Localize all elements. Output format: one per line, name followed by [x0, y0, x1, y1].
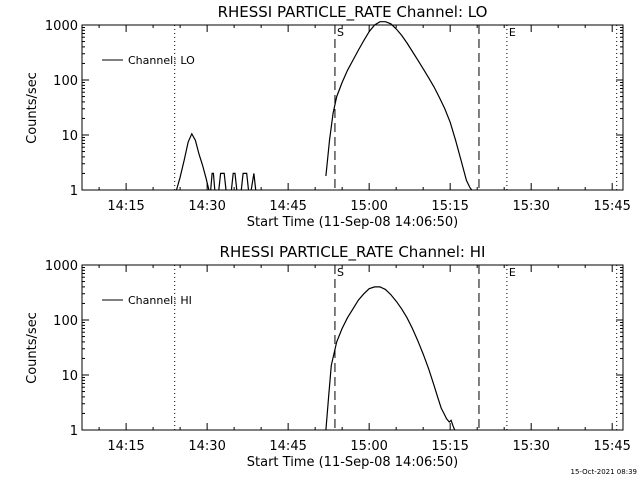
end-marker: E [509, 26, 516, 39]
start-marker: S [337, 266, 344, 279]
y-tick-label: 1 [70, 184, 78, 199]
series-line [250, 173, 257, 191]
x-axis-label: Start Time (11-Sep-08 14:06:50) [247, 455, 458, 470]
plot-frame [81, 24, 624, 191]
y-tick-label: 100 [53, 314, 78, 329]
y-tick-label: 1 [70, 424, 78, 439]
x-tick-label: 15:15 [431, 439, 468, 454]
y-axis-label: Counts/sec [25, 72, 40, 144]
legend-label: Channel: HI [128, 294, 192, 307]
panel-lo: RHESSI PARTICLE_RATE Channel: LO 14:15 14:… [25, 3, 631, 230]
y-tick-label: 100 [53, 74, 78, 89]
chart-title: RHESSI PARTICLE_RATE Channel: HI [220, 243, 486, 262]
y-tick-label: 1000 [45, 259, 78, 274]
x-axis-label: Start Time (11-Sep-08 14:06:50) [247, 215, 458, 230]
x-tick-label: 15:30 [512, 439, 549, 454]
series-line [325, 21, 473, 191]
series-line [175, 132, 210, 191]
legend-label: Channel: LO [128, 54, 195, 67]
footer-timestamp: 15-Oct-2021 08:39 [571, 468, 637, 476]
plot-frame [81, 264, 624, 431]
x-tick-label: 15:45 [593, 199, 630, 214]
x-tick-label: 15:45 [593, 439, 630, 454]
y-tick-label: 10 [61, 129, 78, 144]
series-line [210, 172, 216, 191]
series-line [218, 172, 227, 191]
y-tick-label: 10 [61, 369, 78, 384]
x-tick-label: 15:00 [350, 439, 387, 454]
x-tick-label: 15:30 [512, 199, 549, 214]
start-marker: S [337, 26, 344, 39]
y-axis-label: Counts/sec [25, 312, 40, 384]
series-line [230, 172, 238, 191]
panel-hi: RHESSI PARTICLE_RATE Channel: HI 14:15 14:… [25, 243, 631, 470]
x-tick-label: 15:15 [431, 199, 468, 214]
x-tick-label: 15:00 [350, 199, 387, 214]
x-tick-label: 14:15 [107, 199, 144, 214]
x-tick-label: 14:15 [107, 439, 144, 454]
y-tick-label: 1000 [45, 19, 78, 34]
end-marker: E [509, 266, 516, 279]
x-tick-label: 14:30 [188, 439, 225, 454]
series-line [325, 286, 456, 431]
chart-title: RHESSI PARTICLE_RATE Channel: LO [218, 3, 488, 22]
series-line [240, 172, 250, 191]
x-tick-label: 14:45 [269, 199, 306, 214]
x-tick-label: 14:30 [188, 199, 225, 214]
x-tick-label: 14:45 [269, 439, 306, 454]
